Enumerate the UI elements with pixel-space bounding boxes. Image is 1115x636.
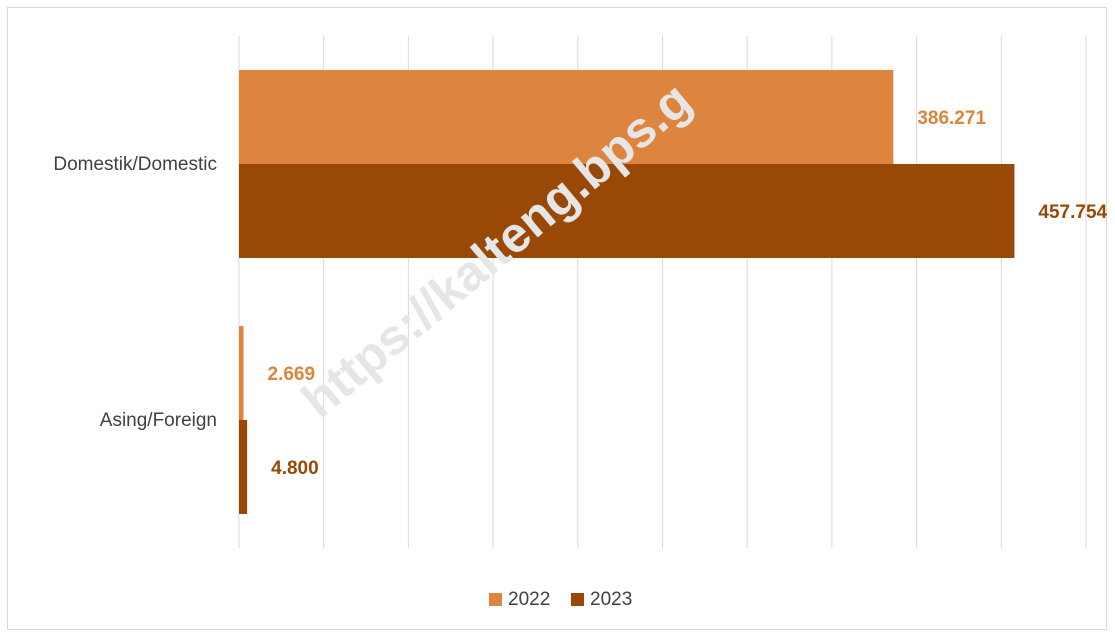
category-label: Asing/Foreign (100, 410, 217, 431)
legend-label-2022: 2022 (508, 589, 550, 610)
bar-2023-1 (239, 420, 248, 514)
bar-2022-0 (239, 70, 894, 164)
legend-swatch-2022 (489, 593, 502, 606)
data-label-2022-0: 386.271 (917, 108, 986, 129)
legend: 2022 2023 (489, 589, 632, 610)
data-label-2023-0: 457.754 (1038, 202, 1107, 223)
bars (239, 70, 1015, 514)
bar-2022-1 (239, 326, 244, 420)
value-labels: 386.271 457.754 2.669 4.800 (268, 108, 1108, 479)
bar-2023-0 (239, 164, 1015, 258)
category-label: Domestik/Domestic (53, 154, 217, 175)
legend-swatch-2023 (571, 593, 584, 606)
category-labels: Domestik/Domestic Asing/Foreign (53, 154, 217, 431)
data-label-2023-1: 4.800 (271, 458, 319, 479)
data-label-2022-1: 2.669 (268, 364, 316, 385)
legend-label-2023: 2023 (590, 589, 632, 610)
